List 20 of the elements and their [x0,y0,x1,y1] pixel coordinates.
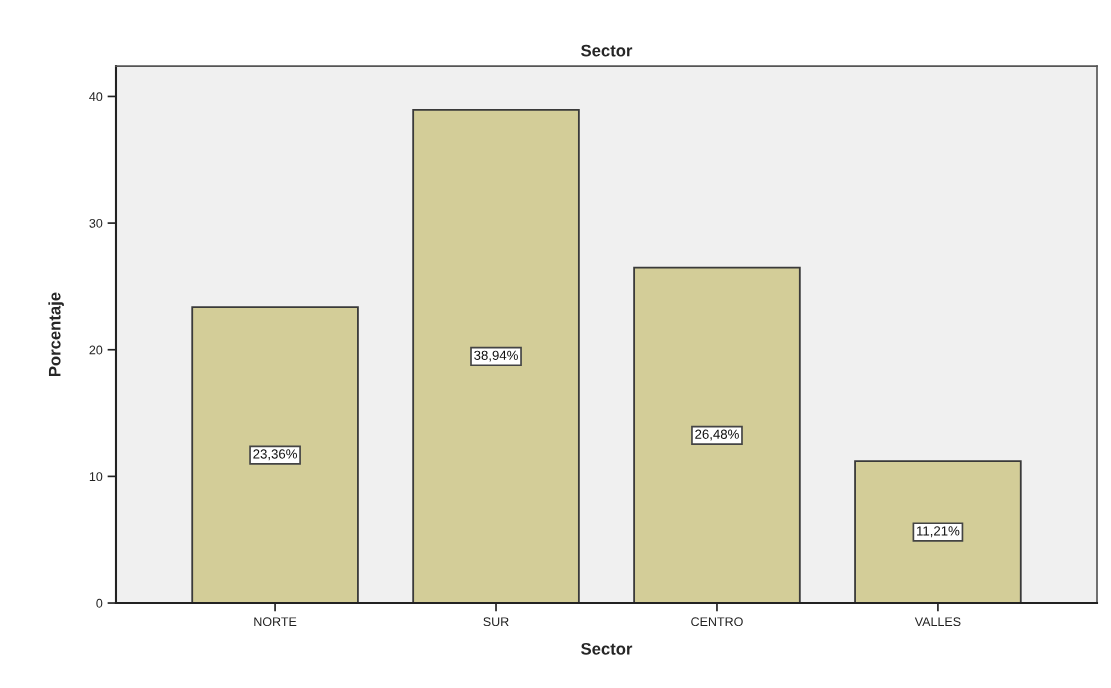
bar [191,306,359,604]
y-axis-title: Porcentaje [48,292,64,377]
x-tick-label: VALLES [914,617,961,627]
x-axis-title: Sector [581,642,633,655]
y-tick-label: 40 [89,92,103,102]
data-label: 26,48% [695,429,739,441]
bar [412,108,580,604]
data-label: 11,21% [917,526,960,538]
chart-title: Sector [581,44,633,57]
y-tick-label: 30 [89,218,103,228]
y-tick-label: 0 [96,598,103,608]
y-tick-label: 10 [89,472,103,482]
x-tick-label: NORTE [254,617,297,627]
bar [854,460,1022,604]
y-tick-label: 20 [89,345,103,355]
x-tick-label: CENTRO [691,617,743,627]
data-label: 23,36% [253,449,297,461]
x-tick-label: SUR [483,617,509,627]
data-label: 38,94% [474,350,518,362]
bar [633,266,801,604]
